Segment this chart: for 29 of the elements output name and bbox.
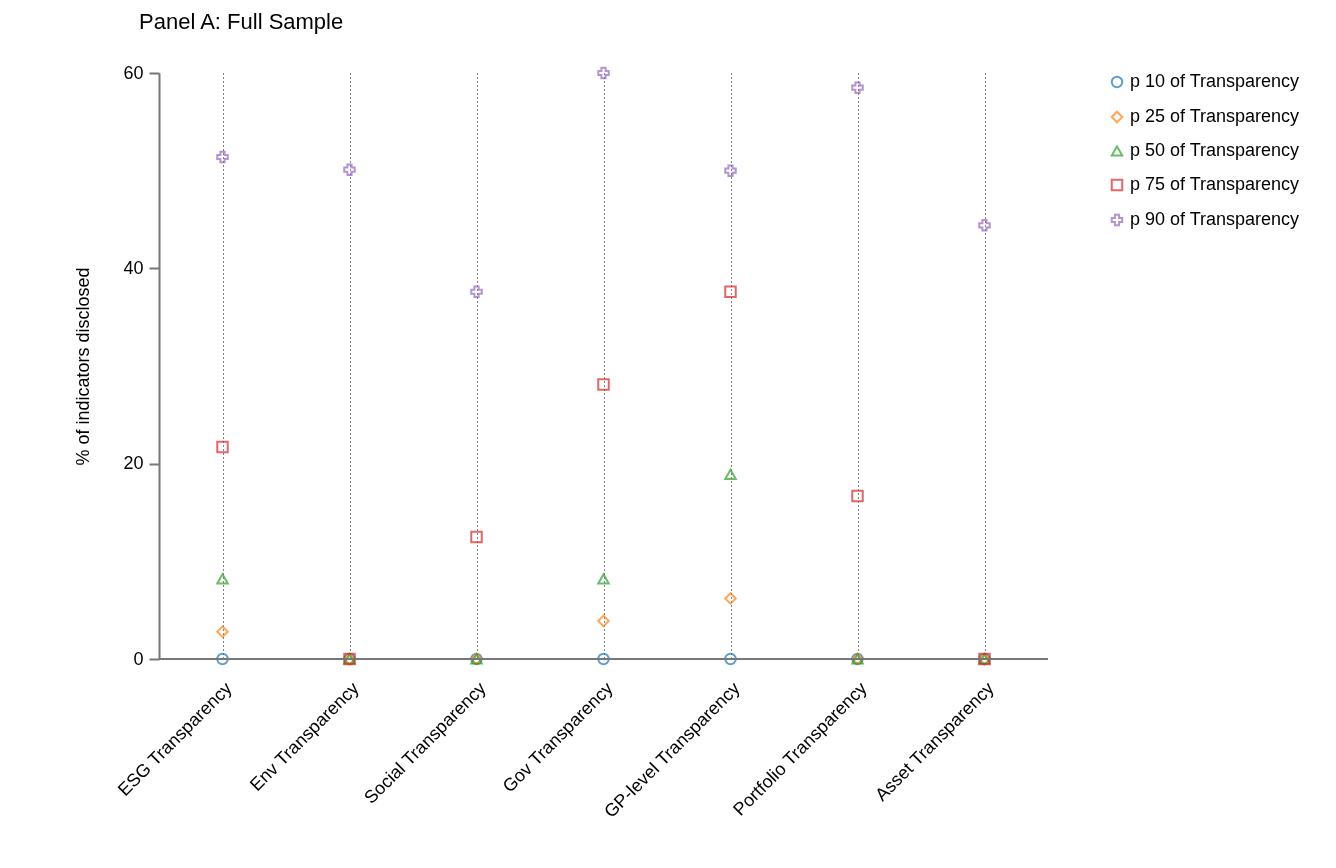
point (724, 164, 737, 177)
point (851, 81, 864, 94)
y-axis-title: % of indicators disclosed (73, 267, 94, 466)
point (597, 378, 610, 391)
legend-label: p 90 of Transparency (1130, 209, 1300, 229)
y-tick-label: 60 (123, 62, 144, 83)
point (216, 150, 229, 164)
point (724, 468, 737, 480)
point (216, 440, 229, 454)
point (470, 530, 483, 544)
point (470, 285, 483, 299)
legend-label: p 75 of Transparency (1130, 174, 1300, 194)
point (724, 592, 737, 605)
point (724, 285, 737, 299)
point (597, 614, 610, 628)
chart-title: Panel A: Full Sample (139, 8, 344, 34)
legend-label: p 10 of Transparency (1130, 71, 1300, 91)
point (978, 219, 991, 232)
y-tick-label: 20 (123, 453, 144, 474)
y-tick-label: 0 (133, 648, 144, 669)
point (851, 489, 864, 503)
y-tick-label: 40 (123, 257, 144, 278)
point (343, 163, 356, 176)
point (597, 66, 610, 80)
legend-label: p 50 of Transparency (1130, 140, 1300, 160)
point (216, 573, 229, 585)
point (216, 625, 229, 638)
point (597, 573, 610, 585)
legend-label: p 25 of Transparency (1130, 106, 1300, 126)
